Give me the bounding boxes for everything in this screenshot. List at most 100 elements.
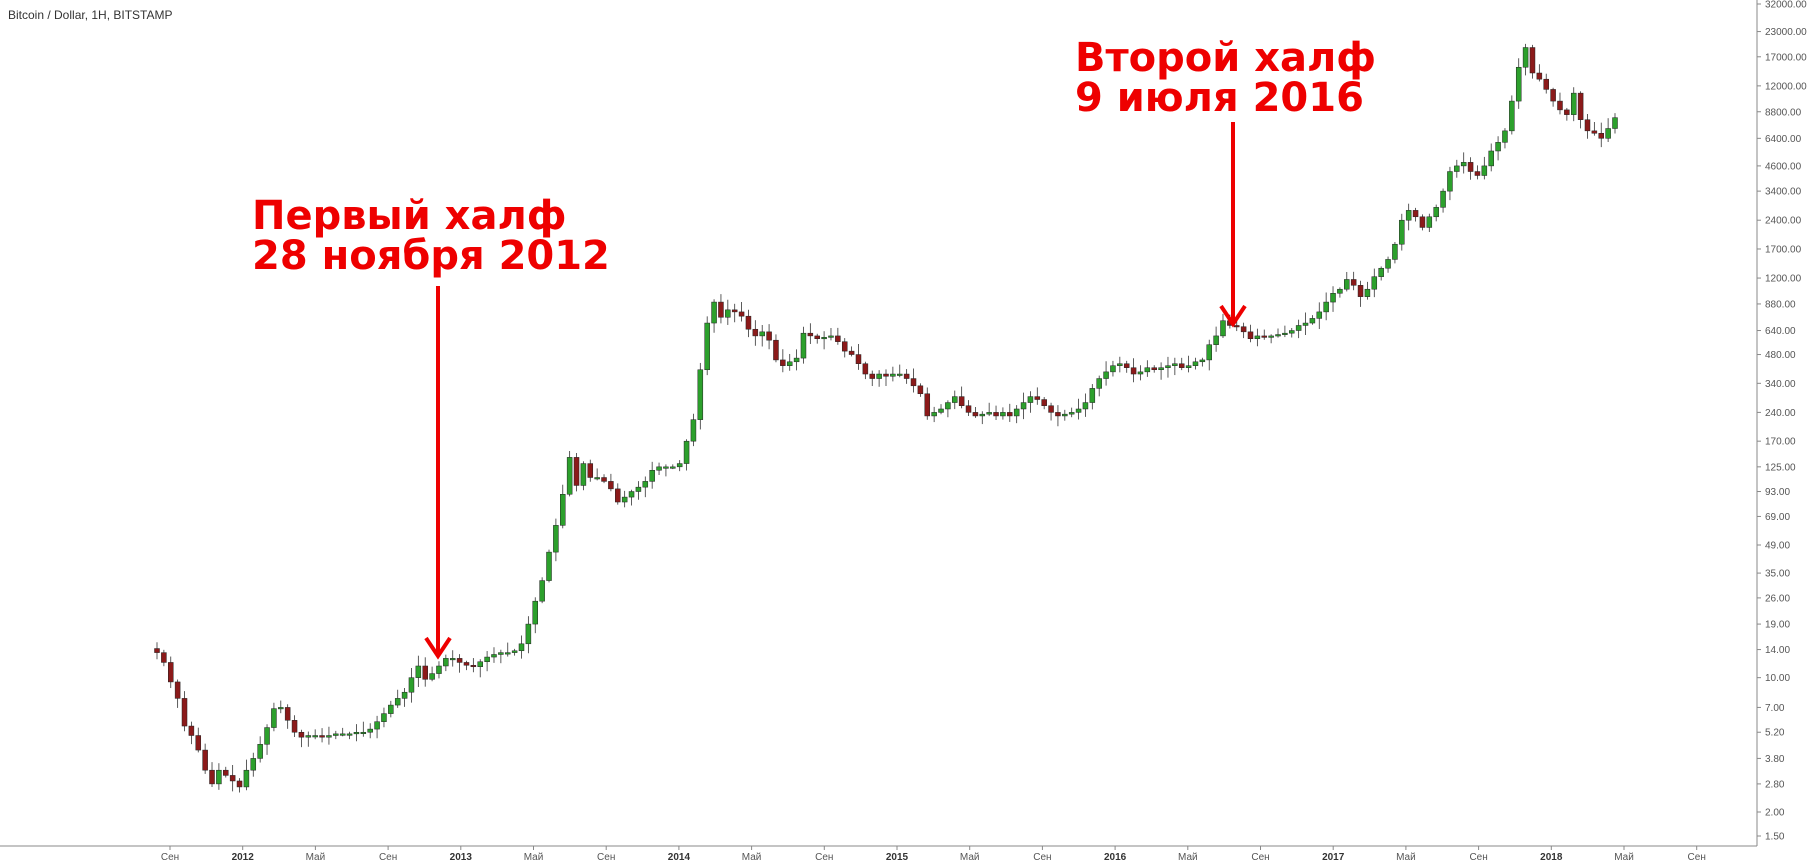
candle-body: [394, 698, 401, 706]
candle-body: [291, 720, 298, 733]
y-tick-label: 6400.00: [1765, 134, 1802, 145]
candle-body: [1007, 412, 1013, 417]
candle-body: [848, 350, 855, 355]
candle-body: [903, 373, 910, 379]
candle-body: [216, 769, 222, 785]
candle-body: [1130, 367, 1137, 375]
candle-body: [1254, 335, 1261, 339]
candle-body: [491, 654, 497, 658]
y-tick-label: 23000.00: [1765, 27, 1807, 38]
candle-body: [958, 396, 965, 406]
candle-body: [504, 652, 511, 655]
candle-body: [1419, 216, 1426, 228]
candle-body: [642, 481, 649, 488]
y-tick-label: 340.00: [1765, 379, 1796, 390]
candle-body: [1000, 412, 1006, 417]
candle-body: [1041, 399, 1047, 406]
candle-body: [360, 731, 367, 734]
candle-body: [766, 331, 772, 341]
candle-body: [952, 396, 958, 403]
candle-body: [271, 708, 277, 728]
y-tick-label: 2.00: [1765, 807, 1785, 818]
candle-body: [243, 769, 250, 788]
candle-body: [773, 339, 779, 361]
candle-body: [532, 600, 539, 625]
candle-body: [1454, 165, 1460, 172]
candle-body: [876, 373, 882, 379]
candle-body: [436, 665, 442, 674]
candle-body: [786, 361, 793, 366]
y-tick-label: 26.00: [1765, 593, 1790, 604]
candle-body: [1165, 365, 1171, 368]
candle-body: [945, 402, 951, 410]
x-tick-label: 2013: [450, 852, 473, 863]
candle-body: [1220, 320, 1226, 337]
candle-body: [415, 665, 422, 678]
candle-body: [1261, 335, 1268, 338]
candle-body: [855, 354, 862, 364]
candle-body: [979, 413, 986, 417]
candle-body: [1412, 210, 1419, 218]
candle-body: [1123, 363, 1130, 368]
candle-body: [1495, 142, 1501, 152]
candle-body: [484, 656, 490, 662]
candle-body: [1440, 190, 1446, 208]
candle-body: [704, 322, 710, 371]
candle-body: [278, 707, 284, 710]
y-tick-label: 32000.00: [1765, 0, 1807, 11]
y-tick-label: 10.00: [1765, 673, 1790, 684]
candle-body: [1357, 285, 1364, 297]
candle-body: [1474, 171, 1481, 176]
candle-body: [498, 652, 504, 655]
candle-body: [305, 735, 312, 738]
candle-body: [621, 496, 628, 503]
candle-body: [401, 691, 408, 699]
candle-body: [1068, 412, 1075, 415]
candle-body: [1082, 402, 1089, 410]
candle-body: [546, 551, 552, 581]
candle-body: [738, 311, 745, 317]
candle-body: [1302, 322, 1309, 326]
candle-body: [780, 359, 786, 366]
candle-body: [195, 735, 202, 751]
candle-body: [1447, 171, 1453, 192]
candle-body: [1550, 89, 1556, 102]
candle-body: [374, 721, 380, 730]
candle-body: [1344, 279, 1350, 290]
y-tick-label: 35.00: [1765, 569, 1790, 580]
candle-body: [168, 662, 174, 683]
candle-body: [697, 369, 704, 420]
candle-body: [422, 665, 428, 680]
candle-body: [525, 623, 532, 645]
candle-body: [1529, 47, 1536, 74]
candle-body: [1062, 413, 1068, 417]
candle-body: [1364, 288, 1371, 297]
annotation-first-halving-line2: 28 ноября 2012: [252, 233, 610, 279]
candle-body: [663, 466, 669, 469]
candle-body: [1564, 109, 1570, 115]
candle-body: [456, 658, 463, 663]
candle-body: [333, 733, 339, 736]
candle-body: [1048, 405, 1054, 413]
candle-body: [1481, 165, 1488, 176]
candle-body: [683, 440, 690, 464]
candle-body: [518, 643, 525, 652]
candle-body: [635, 486, 642, 492]
x-tick-label: Май: [1178, 852, 1198, 863]
x-tick-label: 2014: [668, 852, 691, 863]
candle-body: [1137, 371, 1144, 375]
y-tick-label: 17000.00: [1765, 52, 1807, 63]
x-tick-label: Сен: [1033, 852, 1051, 863]
candle-body: [1330, 293, 1336, 303]
candles-layer: [154, 43, 1618, 793]
candle-body: [566, 457, 573, 495]
candle-body: [670, 466, 676, 469]
candle-body: [367, 728, 373, 733]
candle-body: [1268, 335, 1274, 338]
candle-body: [229, 775, 236, 782]
candle-body: [1213, 335, 1219, 345]
candle-body: [759, 331, 765, 337]
arrow-first-halving-head: [424, 636, 452, 660]
candle-body: [615, 488, 621, 503]
